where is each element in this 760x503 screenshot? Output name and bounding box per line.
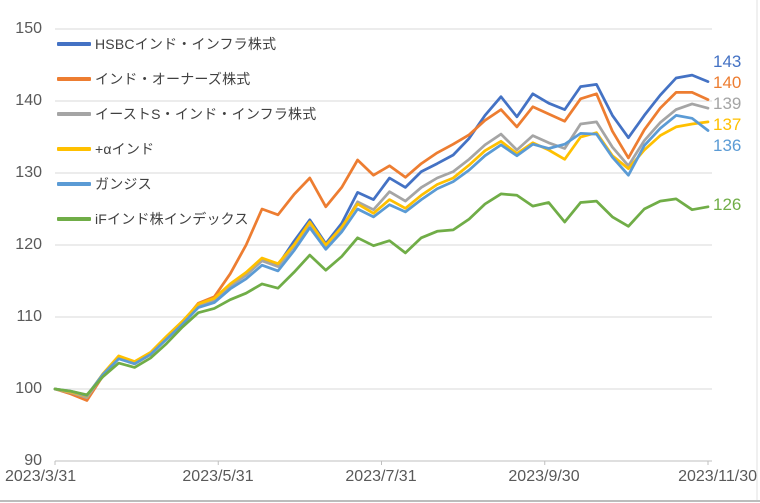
legend-item-plus-alpha-india: +αインド xyxy=(57,140,154,158)
legend-item-label: HSBCインド・インフラ株式 xyxy=(95,36,277,52)
series-end-label-east-s: 139 xyxy=(713,94,742,113)
series-end-label-hsbc: 143 xyxy=(713,52,742,71)
legend-item-label: イーストS・インド・インフラ株式 xyxy=(95,106,317,122)
series-line-4 xyxy=(53,114,710,397)
y-tick-label: 110 xyxy=(16,308,42,325)
legend-line-swatch xyxy=(57,217,91,221)
legend-line-swatch xyxy=(57,112,91,116)
y-tick-label: 120 xyxy=(15,236,42,253)
x-tick-label: 2023/9/30 xyxy=(508,468,580,485)
y-tick-label: 140 xyxy=(15,92,42,109)
legend-item-label: インド・オーナーズ株式 xyxy=(95,71,251,87)
legend-item-india-owners: インド・オーナーズ株式 xyxy=(57,70,251,88)
x-tick-label: 2023/11/30 xyxy=(678,468,757,485)
legend-item-hsbc-india-infra: HSBCインド・インフラ株式 xyxy=(57,35,276,53)
series-line-5 xyxy=(53,192,710,397)
legend-item-label: ガンジス xyxy=(95,176,152,192)
legend-line-swatch xyxy=(57,182,91,186)
series-end-label-if-index: 126 xyxy=(713,195,742,214)
legend-line-swatch xyxy=(57,77,91,81)
legend-item-if-india-index: iFインド株インデックス xyxy=(57,210,249,228)
y-tick-label: 100 xyxy=(15,380,42,397)
series-end-label-plus-alpha: 137 xyxy=(713,115,742,134)
x-tick-label: 2023/5/31 xyxy=(182,468,254,485)
y-tick-label: 90 xyxy=(24,452,42,469)
series-end-label-ganges: 136 xyxy=(713,136,742,155)
series-end-label-owners: 140 xyxy=(713,73,742,92)
y-tick-label: 150 xyxy=(15,20,42,37)
legend-item-ganges: ガンジス xyxy=(57,175,152,193)
legend-item-east-s-india-infra: イーストS・インド・インフラ株式 xyxy=(57,105,316,123)
legend-line-swatch xyxy=(57,42,91,46)
legend-item-label: +αインド xyxy=(95,141,155,157)
x-tick-label: 2023/3/31 xyxy=(5,468,77,485)
x-tick-label: 2023/7/31 xyxy=(345,468,417,485)
y-tick-label: 130 xyxy=(15,164,42,181)
legend-item-label: iFインド株インデックス xyxy=(95,211,249,227)
legend-line-swatch xyxy=(57,147,91,151)
